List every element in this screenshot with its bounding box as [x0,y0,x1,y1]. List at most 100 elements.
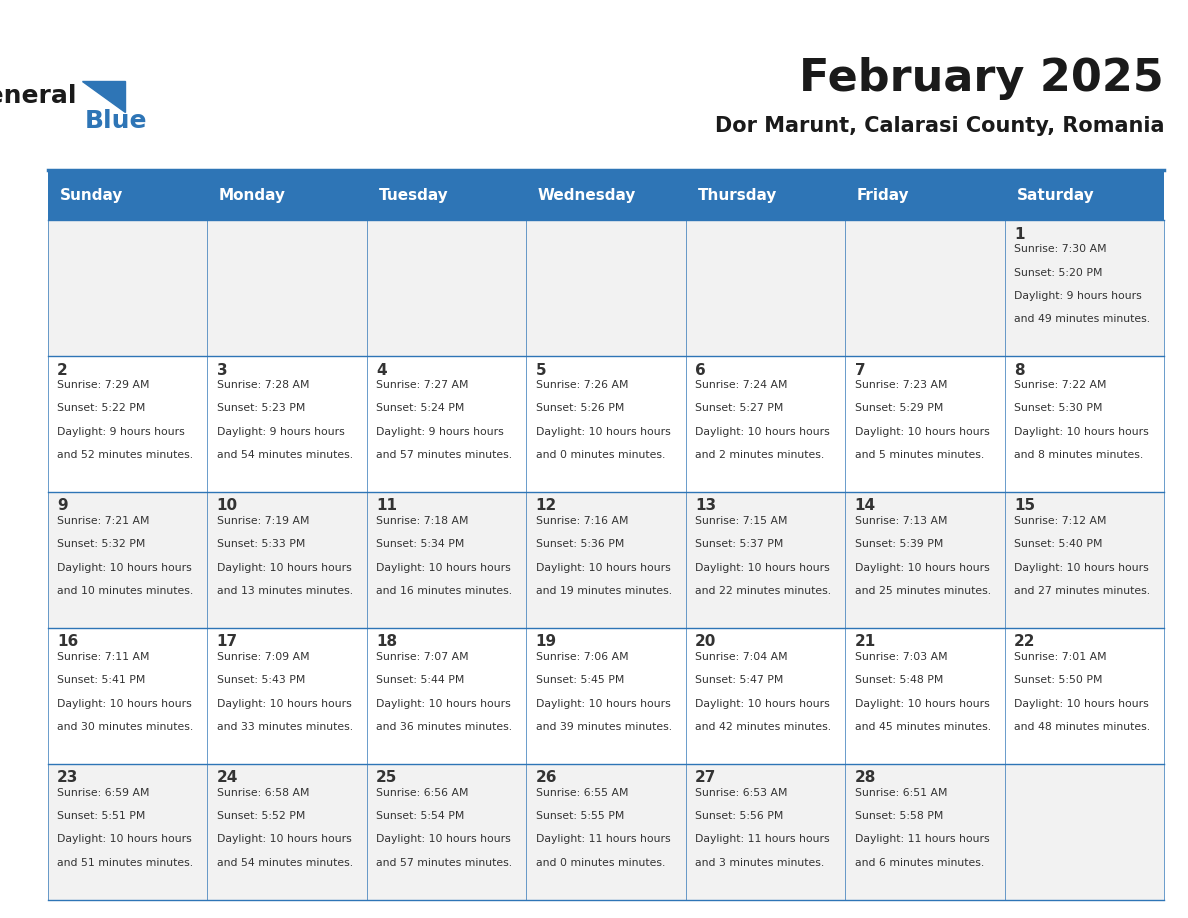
Text: and 0 minutes minutes.: and 0 minutes minutes. [536,451,665,460]
Text: 17: 17 [216,634,238,649]
Bar [48,764,207,900]
Text: Daylight: 10 hours hours: Daylight: 10 hours hours [57,563,191,573]
Bar [207,764,367,900]
Text: Sunset: 5:24 PM: Sunset: 5:24 PM [377,404,465,413]
Text: 22: 22 [1015,634,1036,649]
Text: 4: 4 [377,363,387,377]
Text: Daylight: 10 hours hours: Daylight: 10 hours hours [695,563,830,573]
Text: Daylight: 10 hours hours: Daylight: 10 hours hours [216,699,352,709]
Text: Sunset: 5:41 PM: Sunset: 5:41 PM [57,676,145,685]
Bar [526,492,685,628]
Text: Tuesday: Tuesday [379,187,448,203]
Text: Sunset: 5:55 PM: Sunset: 5:55 PM [536,812,624,821]
Text: 23: 23 [57,770,78,785]
Text: 16: 16 [57,634,78,649]
Text: 7: 7 [854,363,865,377]
Bar [1005,492,1164,628]
Text: Sunset: 5:20 PM: Sunset: 5:20 PM [1015,268,1102,277]
Bar [845,492,1005,628]
Text: Sunrise: 7:28 AM: Sunrise: 7:28 AM [216,380,309,390]
Bar [526,628,685,764]
Text: Sunset: 5:51 PM: Sunset: 5:51 PM [57,812,145,821]
Text: Sunset: 5:34 PM: Sunset: 5:34 PM [377,540,465,549]
Text: Sunrise: 7:18 AM: Sunrise: 7:18 AM [377,516,468,526]
Text: Daylight: 10 hours hours: Daylight: 10 hours hours [57,699,191,709]
Text: and 6 minutes minutes.: and 6 minutes minutes. [854,858,984,868]
Text: Sunset: 5:26 PM: Sunset: 5:26 PM [536,404,624,413]
Text: and 54 minutes minutes.: and 54 minutes minutes. [216,451,353,460]
Text: Daylight: 10 hours hours: Daylight: 10 hours hours [377,834,511,845]
Text: Sunset: 5:33 PM: Sunset: 5:33 PM [216,540,305,549]
Text: Sunset: 5:45 PM: Sunset: 5:45 PM [536,676,624,685]
Text: and 27 minutes minutes.: and 27 minutes minutes. [1015,587,1150,596]
Text: 3: 3 [216,363,227,377]
Text: 10: 10 [216,498,238,513]
Text: Daylight: 10 hours hours: Daylight: 10 hours hours [536,699,670,709]
Text: Sunset: 5:36 PM: Sunset: 5:36 PM [536,540,624,549]
Bar [685,764,845,900]
Text: Sunrise: 6:58 AM: Sunrise: 6:58 AM [216,788,309,798]
Bar [367,764,526,900]
Text: Daylight: 11 hours hours: Daylight: 11 hours hours [854,834,990,845]
Bar [48,220,207,356]
Text: and 2 minutes minutes.: and 2 minutes minutes. [695,451,824,460]
Text: 26: 26 [536,770,557,785]
Bar [845,220,1005,356]
Bar [685,356,845,492]
Text: and 45 minutes minutes.: and 45 minutes minutes. [854,722,991,732]
Text: and 54 minutes minutes.: and 54 minutes minutes. [216,858,353,868]
Text: 15: 15 [1015,498,1035,513]
Text: and 49 minutes minutes.: and 49 minutes minutes. [1015,315,1150,324]
Text: 20: 20 [695,634,716,649]
Text: Sunrise: 6:51 AM: Sunrise: 6:51 AM [854,788,947,798]
Text: Monday: Monday [219,187,286,203]
Bar [207,220,367,356]
Text: 24: 24 [216,770,238,785]
Text: Sunset: 5:52 PM: Sunset: 5:52 PM [216,812,305,821]
Bar [367,492,526,628]
Text: 8: 8 [1015,363,1025,377]
Text: Friday: Friday [857,187,910,203]
Bar [845,764,1005,900]
Text: and 10 minutes minutes.: and 10 minutes minutes. [57,587,194,596]
Text: Sunrise: 7:04 AM: Sunrise: 7:04 AM [695,652,788,662]
Text: and 30 minutes minutes.: and 30 minutes minutes. [57,722,194,732]
Text: Thursday: Thursday [697,187,777,203]
Text: Sunset: 5:58 PM: Sunset: 5:58 PM [854,812,943,821]
Text: Daylight: 10 hours hours: Daylight: 10 hours hours [536,563,670,573]
Text: and 3 minutes minutes.: and 3 minutes minutes. [695,858,824,868]
Bar [1005,356,1164,492]
Text: Sunrise: 7:12 AM: Sunrise: 7:12 AM [1015,516,1107,526]
Text: and 0 minutes minutes.: and 0 minutes minutes. [536,858,665,868]
Text: Daylight: 11 hours hours: Daylight: 11 hours hours [695,834,829,845]
Text: and 57 minutes minutes.: and 57 minutes minutes. [377,451,512,460]
Text: Sunrise: 7:24 AM: Sunrise: 7:24 AM [695,380,788,390]
Bar [1005,764,1164,900]
Text: Sunset: 5:44 PM: Sunset: 5:44 PM [377,676,465,685]
Bar [526,356,685,492]
Text: 14: 14 [854,498,876,513]
Text: Sunrise: 7:30 AM: Sunrise: 7:30 AM [1015,244,1107,254]
Text: Sunset: 5:27 PM: Sunset: 5:27 PM [695,404,784,413]
Bar [685,628,845,764]
Text: Sunrise: 7:15 AM: Sunrise: 7:15 AM [695,516,788,526]
Text: Daylight: 10 hours hours: Daylight: 10 hours hours [695,427,830,437]
Polygon shape [82,81,125,112]
Text: and 48 minutes minutes.: and 48 minutes minutes. [1015,722,1150,732]
Bar [207,628,367,764]
Bar [1005,220,1164,356]
Text: Daylight: 11 hours hours: Daylight: 11 hours hours [536,834,670,845]
Text: 9: 9 [57,498,68,513]
Text: 11: 11 [377,498,397,513]
Text: Daylight: 9 hours hours: Daylight: 9 hours hours [57,427,185,437]
Text: Daylight: 10 hours hours: Daylight: 10 hours hours [854,563,990,573]
Text: 2: 2 [57,363,68,377]
Text: Sunset: 5:37 PM: Sunset: 5:37 PM [695,540,784,549]
Bar [1005,628,1164,764]
Text: Daylight: 10 hours hours: Daylight: 10 hours hours [854,699,990,709]
Text: Sunrise: 7:22 AM: Sunrise: 7:22 AM [1015,380,1107,390]
Text: Sunrise: 7:06 AM: Sunrise: 7:06 AM [536,652,628,662]
Text: and 22 minutes minutes.: and 22 minutes minutes. [695,587,832,596]
Text: Sunset: 5:43 PM: Sunset: 5:43 PM [216,676,305,685]
Text: Sunrise: 7:23 AM: Sunrise: 7:23 AM [854,380,947,390]
